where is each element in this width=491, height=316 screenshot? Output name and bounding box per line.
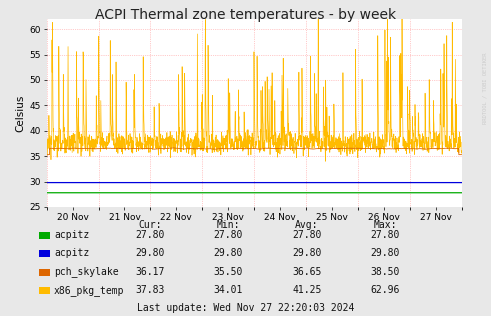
Text: Min:: Min:: [217, 220, 240, 230]
Text: 27.80: 27.80: [292, 230, 322, 240]
Text: Avg:: Avg:: [295, 220, 319, 230]
Text: 35.50: 35.50: [214, 267, 243, 277]
Text: 29.80: 29.80: [135, 248, 164, 258]
Text: 29.80: 29.80: [214, 248, 243, 258]
Text: 27.80: 27.80: [135, 230, 164, 240]
Text: 29.80: 29.80: [292, 248, 322, 258]
Text: acpitz: acpitz: [54, 248, 89, 258]
Text: Last update: Wed Nov 27 22:20:03 2024: Last update: Wed Nov 27 22:20:03 2024: [137, 303, 354, 313]
Text: 34.01: 34.01: [214, 285, 243, 295]
Text: 36.65: 36.65: [292, 267, 322, 277]
Y-axis label: Celsius: Celsius: [15, 94, 26, 132]
Text: 29.80: 29.80: [371, 248, 400, 258]
Text: 38.50: 38.50: [371, 267, 400, 277]
Text: 27.80: 27.80: [214, 230, 243, 240]
Text: 62.96: 62.96: [371, 285, 400, 295]
Text: pch_skylake: pch_skylake: [54, 266, 119, 277]
Text: 41.25: 41.25: [292, 285, 322, 295]
Text: Cur:: Cur:: [138, 220, 162, 230]
Text: RRDTOOL / TOBI OETIKER: RRDTOOL / TOBI OETIKER: [482, 53, 487, 124]
Text: ACPI Thermal zone temperatures - by week: ACPI Thermal zone temperatures - by week: [95, 8, 396, 22]
Text: acpitz: acpitz: [54, 230, 89, 240]
Text: Max:: Max:: [374, 220, 397, 230]
Text: x86_pkg_temp: x86_pkg_temp: [54, 285, 125, 295]
Text: 37.83: 37.83: [135, 285, 164, 295]
Text: 36.17: 36.17: [135, 267, 164, 277]
Text: 27.80: 27.80: [371, 230, 400, 240]
